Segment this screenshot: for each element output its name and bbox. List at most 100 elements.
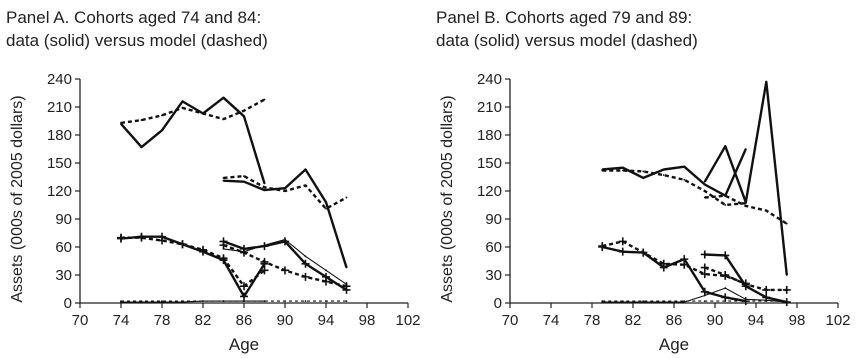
data-point [724, 194, 727, 197]
panel-title: Panel B. Cohorts aged 79 and 89: data (s… [436, 6, 698, 52]
data-point [181, 100, 184, 103]
data-point-marker [618, 247, 627, 256]
data-point [642, 300, 645, 303]
data-point-marker [219, 241, 228, 250]
data-point [181, 107, 184, 109]
series-8 [222, 238, 348, 286]
data-point [744, 298, 747, 301]
data-point [345, 266, 348, 269]
data-point-marker [219, 254, 228, 263]
series-dashed-line [121, 236, 266, 288]
data-point [284, 238, 286, 241]
data-point [140, 146, 143, 149]
data-point [304, 168, 307, 171]
data-point-marker [178, 240, 187, 249]
y-tick-label: 30 [55, 267, 72, 284]
series-4 [598, 243, 750, 306]
series-7 [219, 241, 351, 291]
data-point [222, 300, 225, 303]
x-tick-label: 98 [359, 312, 376, 329]
y-tick-label: 60 [55, 239, 72, 256]
y-tick-label: 180 [47, 127, 72, 144]
x-tick-label: 78 [154, 312, 171, 329]
series-4 [117, 232, 269, 301]
data-point [683, 178, 686, 181]
data-point [284, 300, 286, 303]
data-point-marker [700, 250, 709, 259]
y-tick-label: 150 [47, 155, 72, 172]
series-1 [601, 169, 747, 207]
data-point [345, 300, 348, 303]
data-point [325, 201, 327, 204]
data-point [703, 294, 706, 297]
data-point [621, 169, 624, 172]
y-tick-label: 120 [477, 183, 502, 200]
x-tick-label: 78 [584, 312, 601, 329]
x-tick-label: 94 [318, 312, 335, 329]
series-10 [120, 300, 348, 303]
data-point [243, 250, 245, 253]
data-point [765, 300, 768, 303]
y-tick-label: 0 [64, 295, 72, 312]
data-point [120, 121, 122, 124]
x-tick-label: 70 [502, 312, 519, 329]
data-point [703, 196, 706, 199]
panel-title-line-2: data (solid) versus model (dashed) [6, 31, 268, 50]
data-point [263, 189, 266, 191]
data-point-marker [659, 259, 668, 268]
data-point-marker [260, 257, 269, 266]
data-point [140, 300, 143, 303]
data-point [181, 300, 184, 303]
series-3 [703, 194, 788, 225]
x-tick-label: 98 [789, 312, 806, 329]
data-point [724, 145, 727, 148]
y-tick-label: 210 [477, 99, 502, 116]
data-point [161, 114, 163, 117]
y-axis-label: Assets (000s of 2005 dollars) [9, 95, 26, 302]
data-point-marker [240, 282, 248, 291]
x-tick-label: 82 [625, 312, 642, 329]
data-point [642, 177, 645, 179]
series-solid-line [703, 80, 788, 276]
data-point-marker [240, 292, 248, 301]
data-point-marker [301, 272, 310, 281]
data-point [345, 283, 348, 286]
data-point [263, 244, 266, 247]
series-1 [120, 98, 266, 125]
data-point [345, 196, 348, 199]
chart-panel-b: 0 30 60 90 120 150 180 210 240 70 74 78 82 86 90 94 98 10… [439, 71, 851, 354]
data-point [601, 300, 604, 303]
data-point [304, 255, 307, 258]
y-tick-label: 90 [485, 211, 502, 228]
data-point [202, 300, 204, 303]
data-point [222, 179, 225, 182]
panel-title-line-2: data (solid) versus model (dashed) [436, 31, 698, 50]
data-point [744, 205, 747, 207]
data-point-marker [762, 285, 771, 294]
data-point [284, 187, 286, 190]
chart-panel-a: 0 30 60 90 120 150 180 210 240 70 74 78 82 86 90 94 98 10… [9, 71, 421, 354]
series-5 [117, 233, 269, 291]
data-point [222, 247, 225, 250]
y-axis-label: Assets (000s of 2005 dollars) [439, 95, 456, 302]
data-point [263, 182, 266, 185]
x-tick-label: 70 [72, 312, 89, 329]
data-point [243, 300, 245, 303]
data-point [621, 166, 624, 169]
data-point [724, 204, 727, 206]
data-point-marker [700, 263, 709, 272]
series-3 [222, 174, 348, 210]
data-point [703, 300, 706, 303]
y-tick-label: 0 [494, 295, 502, 312]
data-point-marker [721, 293, 730, 302]
x-axis-label: Age [659, 335, 689, 354]
series-2 [222, 168, 348, 269]
data-point [222, 177, 225, 179]
panel-title-line-1: Panel A. Cohorts aged 74 and 84: [6, 8, 262, 27]
x-tick-label: 90 [277, 312, 294, 329]
data-point-marker [240, 248, 248, 257]
panel-a: 0 30 60 90 120 150 180 210 240 70 74 78 82 86 90 94 98 10… [0, 0, 429, 358]
data-point [744, 300, 747, 303]
data-point [263, 300, 266, 303]
data-point-marker [782, 285, 791, 294]
